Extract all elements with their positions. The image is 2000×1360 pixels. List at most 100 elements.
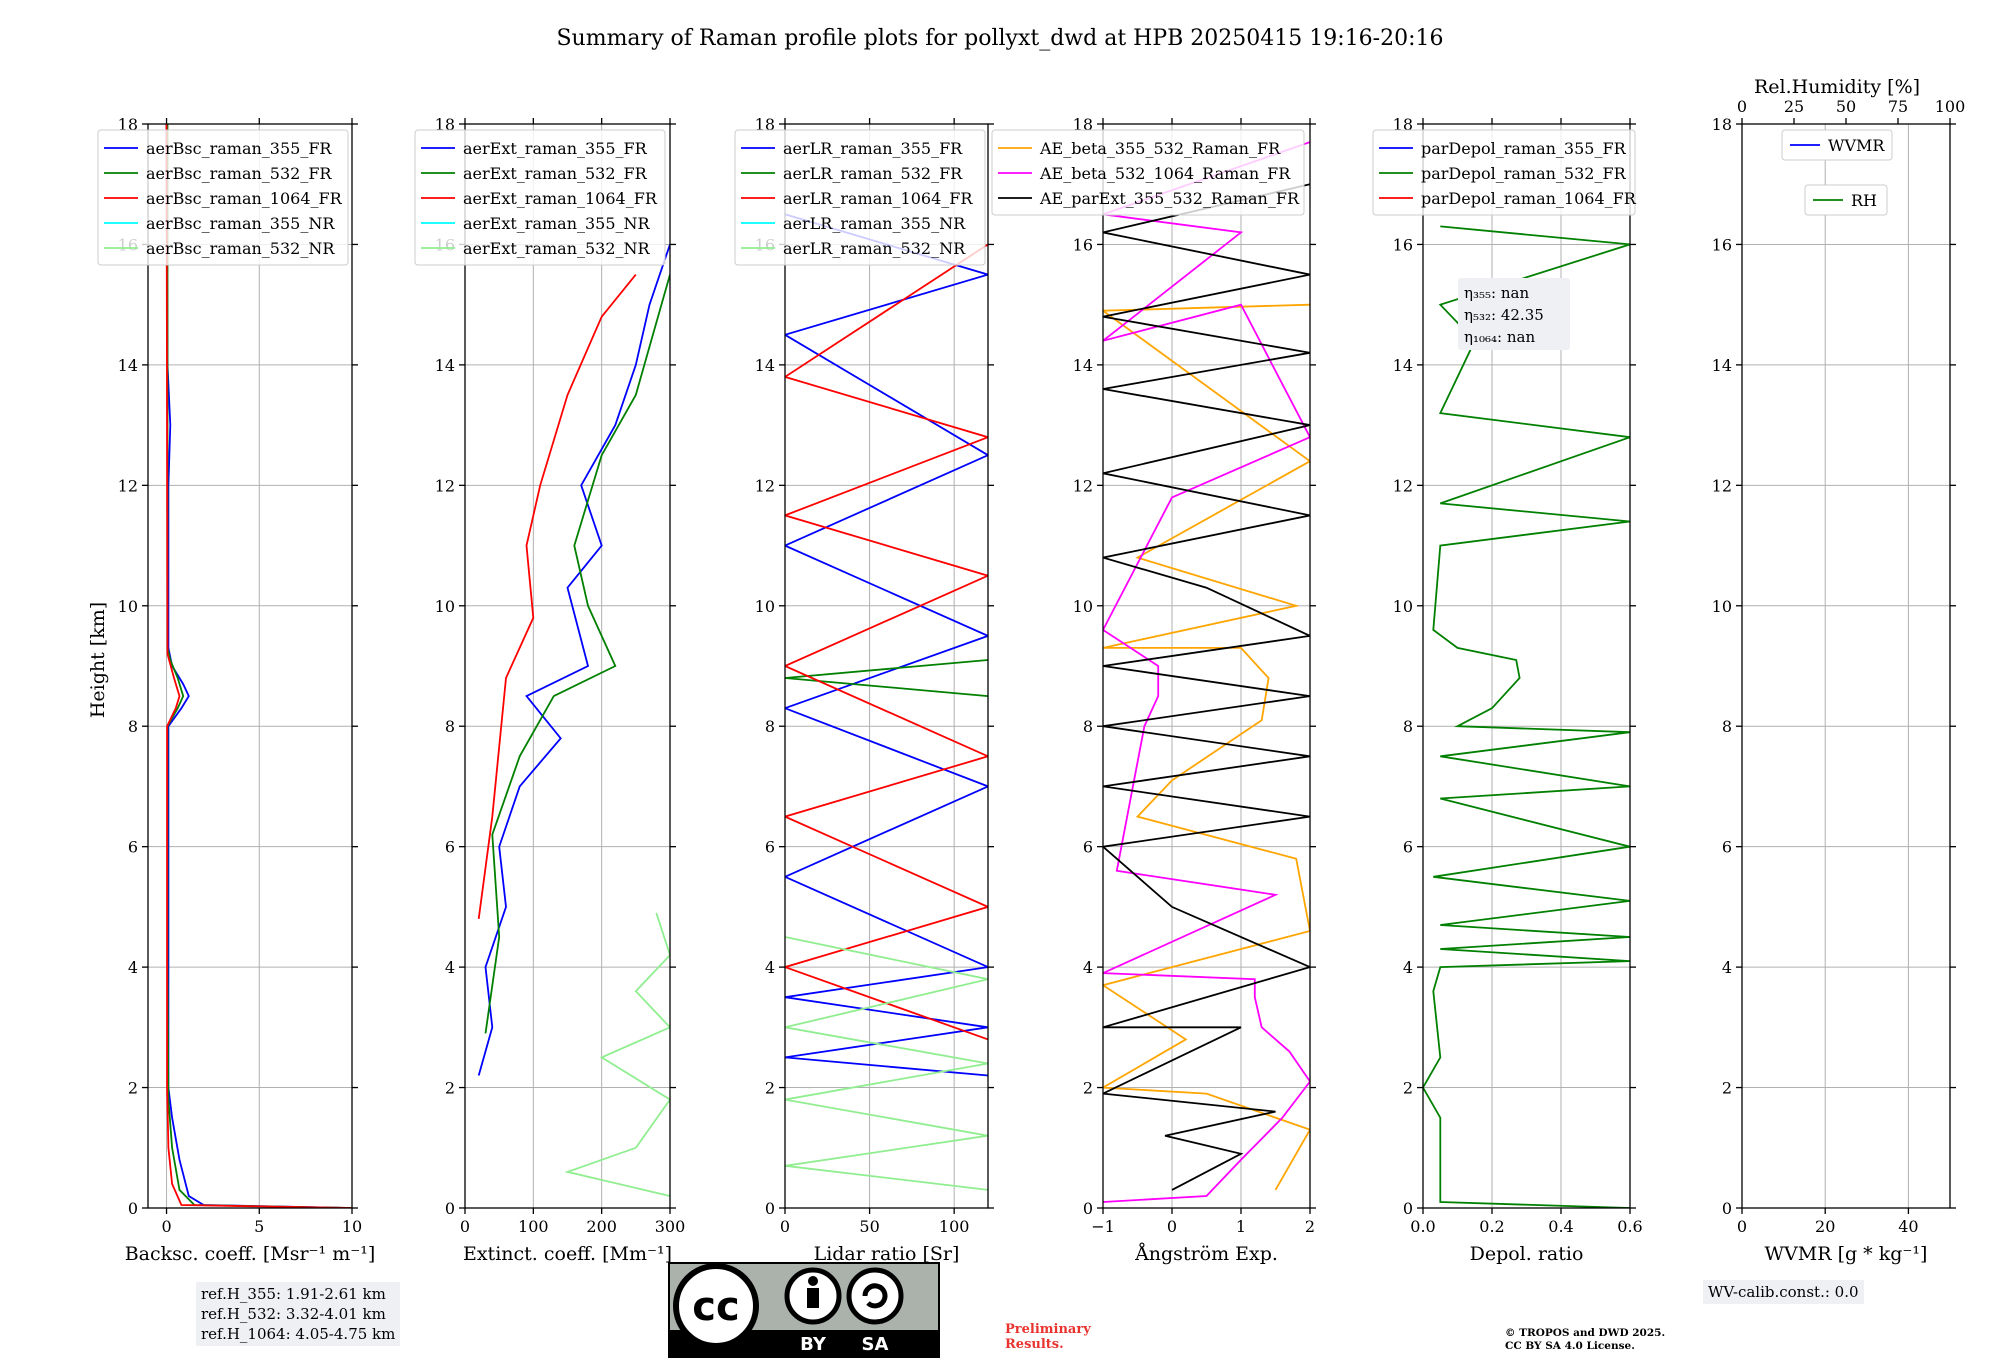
y-tick-label: 14	[1073, 356, 1093, 375]
series-line-aerLR_raman_532_NR	[785, 936, 988, 1191]
legend-box	[1804, 184, 1888, 216]
series-group	[785, 213, 988, 1191]
series-line-aerExt_raman_1064_FR	[477, 274, 637, 920]
y-tick-label: 2	[1722, 1079, 1732, 1098]
panel-lr: 024681012141618050100Lidar ratio [Sr]aer…	[734, 115, 994, 1265]
legend-entry: RH	[1851, 191, 1877, 210]
y-tick-label: 16	[1712, 235, 1732, 254]
legend-entry: parDepol_raman_1064_FR	[1421, 189, 1637, 208]
series-line-aerExt_raman_532_FR	[484, 274, 670, 1034]
legend-entry: aerExt_raman_532_FR	[463, 164, 648, 183]
copyright-notice: © TROPOS and DWD 2025. CC BY SA 4.0 Lice…	[1505, 1327, 1665, 1353]
y-tick-label: 8	[1403, 717, 1413, 736]
y-tick-label: 18	[435, 115, 455, 134]
legend-entry: AE_beta_355_532_Raman_FR	[1039, 139, 1281, 158]
preliminary-line-1: Preliminary	[1005, 1322, 1091, 1337]
x-tick-label: 100	[939, 1217, 970, 1236]
axes-frame	[784, 123, 989, 1209]
legend-entry: aerLR_raman_1064_FR	[783, 189, 973, 208]
x-tick-label: 0	[780, 1217, 790, 1236]
ref-h-355: ref.H_355: 1.91-2.61 km	[201, 1285, 386, 1303]
eta-annotation: η₃₅₅: nan	[1464, 284, 1529, 302]
panel-ext: 0246810121416180100200300Extinct. coeff.…	[414, 115, 686, 1265]
eta-annotation: η₅₃₂: 42.35	[1464, 306, 1544, 324]
series-line-aerLR_raman_1064_FR	[785, 243, 988, 1041]
y-tick-label: 6	[1083, 838, 1093, 857]
x-tick-label: 100	[518, 1217, 549, 1236]
y-tick-label: 12	[755, 476, 775, 495]
figure-title: Summary of Raman profile plots for polly…	[556, 26, 1443, 51]
series-line-parDepol_raman_532_FR	[1423, 225, 1630, 1208]
rh-axis-label: Rel.Humidity [%]	[1754, 76, 1920, 98]
y-tick-label: 4	[128, 958, 138, 977]
sa-label: SA	[862, 1334, 889, 1355]
y-tick-label: 0	[1722, 1199, 1732, 1218]
y-tick-label: 12	[1393, 476, 1413, 495]
y-tick-label: 6	[765, 838, 775, 857]
x-tick-label: 300	[655, 1217, 686, 1236]
y-tick-label: 18	[1073, 115, 1093, 134]
y-tick-label: 8	[1722, 717, 1732, 736]
by-label: BY	[800, 1334, 827, 1355]
y-tick-label: 6	[1403, 838, 1413, 857]
y-tick-label: 10	[1073, 597, 1093, 616]
series-line-aerBsc_raman_1064_FR	[165, 124, 352, 1208]
y-tick-label: 12	[118, 476, 138, 495]
x-tick-label: 0.2	[1479, 1217, 1504, 1236]
series-line-aerExt_raman_532_NR	[564, 912, 670, 1197]
cc-mark: cc	[692, 1284, 739, 1330]
legend-box	[734, 129, 986, 266]
y-tick-label: 2	[445, 1079, 455, 1098]
y-tick-label: 4	[765, 958, 775, 977]
y-tick-label: 8	[1083, 717, 1093, 736]
y-tick-label: 16	[1393, 235, 1413, 254]
legend-box	[1781, 129, 1893, 161]
legend-entry: WVMR	[1828, 136, 1885, 155]
panel-bsc: 0246810121416180510Backsc. coeff. [Msr⁻¹…	[97, 115, 375, 1265]
y-tick-label: 10	[1712, 597, 1732, 616]
y-tick-label: 18	[1393, 115, 1413, 134]
axes-frame	[1422, 123, 1631, 1209]
x-tick-label: 2	[1305, 1217, 1315, 1236]
axes-frame	[147, 123, 353, 1209]
y-axis-label: Height [km]	[87, 602, 109, 718]
x-axis-label: Ångström Exp.	[1134, 1243, 1278, 1265]
series-line-aerLR_raman_355_FR	[785, 213, 988, 1077]
top-x-tick-label: 25	[1784, 97, 1804, 116]
x-tick-label: 10	[342, 1217, 362, 1236]
legend-box	[414, 129, 666, 266]
y-tick-label: 2	[128, 1079, 138, 1098]
x-tick-label: 0.6	[1617, 1217, 1642, 1236]
y-tick-label: 4	[1083, 958, 1093, 977]
x-tick-label: 200	[586, 1217, 617, 1236]
series-line-aerLR_raman_532_FR	[785, 659, 988, 697]
series-group	[1103, 141, 1310, 1203]
y-tick-label: 14	[1393, 356, 1413, 375]
legend-box	[991, 129, 1305, 216]
series-line-AE_beta_532_1064_Raman_FR	[1103, 141, 1310, 1203]
legend-entry: aerBsc_raman_355_FR	[146, 139, 332, 158]
y-tick-label: 12	[1712, 476, 1732, 495]
y-tick-label: 6	[445, 838, 455, 857]
y-tick-label: 2	[1403, 1079, 1413, 1098]
x-tick-label: 50	[859, 1217, 879, 1236]
y-tick-label: 8	[765, 717, 775, 736]
y-tick-label: 4	[445, 958, 455, 977]
x-tick-label: 0	[161, 1217, 171, 1236]
series-line-AE_parExt_355_532_Raman_FR	[1103, 183, 1310, 1191]
panel-wv: 0 2 4 6 8 10 12 14 16 18 0 20 40 WVMR [g * kg⁻¹] 0 25 50…	[1712, 97, 1966, 1265]
y-tick-label: 12	[435, 476, 455, 495]
series-group	[1423, 225, 1630, 1208]
y-tick-label: 2	[765, 1079, 775, 1098]
x-axis-label: Depol. ratio	[1470, 1243, 1584, 1265]
x-axis-label: Extinct. coeff. [Mm⁻¹]	[463, 1243, 672, 1265]
eta-box	[1458, 278, 1570, 350]
ref-h-1064: ref.H_1064: 4.05-4.75 km	[201, 1325, 396, 1343]
reference-height-box: ref.H_355: 1.91-2.61 km ref.H_532: 3.32-…	[196, 1282, 401, 1346]
series-line-AE_beta_355_532_Raman_FR	[1103, 303, 1310, 1191]
y-tick-label: 4	[1403, 958, 1413, 977]
top-x-tick-label: 50	[1836, 97, 1856, 116]
series-group	[477, 244, 670, 1197]
y-tick-label: 18	[118, 115, 138, 134]
